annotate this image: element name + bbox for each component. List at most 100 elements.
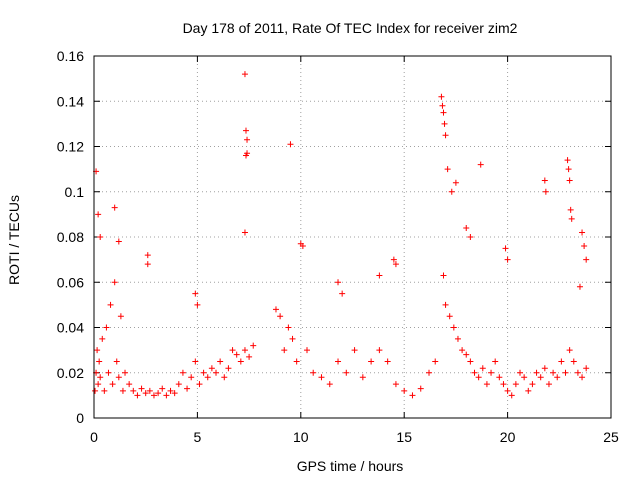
- x-tick-label: 5: [194, 429, 202, 445]
- data-point: [351, 347, 358, 354]
- data-point: [94, 347, 101, 354]
- data-point: [504, 387, 511, 394]
- data-point: [376, 347, 383, 354]
- y-tick-label: 0.04: [57, 320, 84, 336]
- data-point: [97, 374, 104, 381]
- data-point: [537, 374, 544, 381]
- data-point: [558, 358, 565, 365]
- data-point: [111, 279, 118, 286]
- data-point: [188, 374, 195, 381]
- data-point: [95, 211, 102, 218]
- data-point: [426, 369, 433, 376]
- data-point: [150, 392, 157, 399]
- data-point: [95, 381, 102, 388]
- data-point: [554, 374, 561, 381]
- data-point: [529, 381, 536, 388]
- data-point: [241, 229, 248, 236]
- data-point: [339, 290, 346, 297]
- y-tick-label: 0.14: [57, 93, 84, 109]
- data-point: [574, 369, 581, 376]
- data-point: [541, 365, 548, 372]
- data-point: [417, 385, 424, 392]
- data-point: [242, 127, 249, 134]
- data-point: [138, 385, 145, 392]
- data-point: [318, 374, 325, 381]
- data-point: [117, 313, 124, 320]
- data-point: [171, 390, 178, 397]
- data-point: [542, 188, 549, 195]
- data-point: [440, 272, 447, 279]
- data-point: [508, 392, 515, 399]
- data-point: [326, 381, 333, 388]
- data-point: [467, 358, 474, 365]
- data-point: [179, 369, 186, 376]
- data-point: [448, 188, 455, 195]
- data-point: [101, 387, 108, 394]
- y-tick-label: 0.1: [65, 184, 85, 200]
- data-point: [92, 387, 99, 394]
- data-point: [496, 374, 503, 381]
- data-point: [244, 136, 251, 143]
- data-point: [390, 256, 397, 263]
- data-point: [144, 252, 151, 259]
- data-point: [479, 365, 486, 372]
- data-point: [504, 256, 511, 263]
- data-point: [452, 179, 459, 186]
- y-tick-label: 0: [76, 410, 84, 426]
- data-point: [115, 238, 122, 245]
- data-point: [105, 369, 112, 376]
- data-point: [565, 166, 572, 173]
- data-point: [463, 224, 470, 231]
- data-point: [450, 324, 457, 331]
- data-point: [463, 351, 470, 358]
- grid-lines: [94, 56, 611, 418]
- x-tick-label: 10: [293, 429, 309, 445]
- data-point: [438, 93, 445, 100]
- data-point: [568, 215, 575, 222]
- data-point: [442, 301, 449, 308]
- data-point: [304, 347, 311, 354]
- data-point: [241, 347, 248, 354]
- data-point: [500, 381, 507, 388]
- data-point: [477, 161, 484, 168]
- data-point: [576, 283, 583, 290]
- data-point: [204, 374, 211, 381]
- data-point: [155, 390, 162, 397]
- data-point: [376, 272, 383, 279]
- data-point: [237, 358, 244, 365]
- data-point: [541, 177, 548, 184]
- data-point: [287, 141, 294, 148]
- y-axis-label: ROTI / TECUs: [6, 195, 22, 285]
- data-point: [564, 157, 571, 164]
- data-point: [144, 261, 151, 268]
- data-point: [119, 387, 126, 394]
- y-tick-label: 0.16: [57, 48, 84, 64]
- data-point: [146, 387, 153, 394]
- data-point: [122, 369, 129, 376]
- plot-frame: [93, 55, 612, 419]
- y-tick-label: 0.02: [57, 365, 84, 381]
- data-point: [512, 381, 519, 388]
- data-point: [103, 324, 110, 331]
- data-point: [115, 374, 122, 381]
- data-point: [277, 313, 284, 320]
- data-point: [130, 387, 137, 394]
- data-point: [566, 347, 573, 354]
- data-point: [196, 381, 203, 388]
- x-tick-label: 25: [603, 429, 619, 445]
- data-point: [163, 392, 170, 399]
- x-tick-label: 20: [500, 429, 516, 445]
- data-point: [566, 177, 573, 184]
- data-point: [368, 358, 375, 365]
- chart-title: Day 178 of 2011, Rate Of TEC Index for r…: [183, 20, 518, 36]
- data-point: [310, 369, 317, 376]
- data-point: [272, 306, 279, 313]
- data-point: [440, 109, 447, 116]
- data-point: [192, 358, 199, 365]
- data-point: [250, 342, 257, 349]
- data-point: [579, 229, 586, 236]
- data-point: [343, 369, 350, 376]
- y-tick-label: 0.08: [57, 229, 84, 245]
- data-point: [392, 381, 399, 388]
- data-point: [502, 245, 509, 252]
